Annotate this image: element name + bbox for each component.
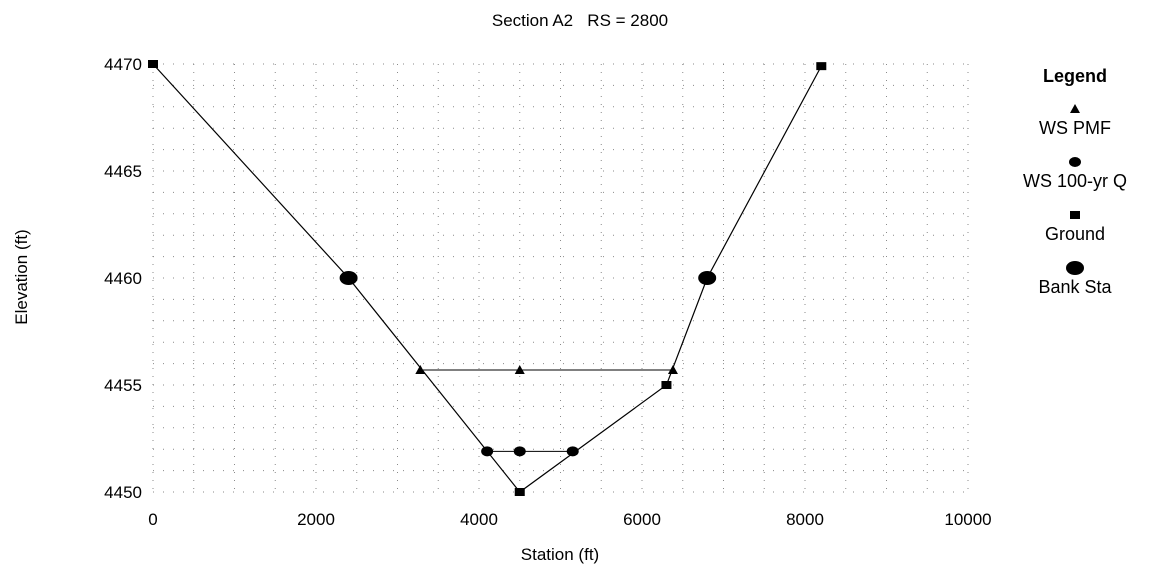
x-axis-ticks: 0 2000 4000 6000 8000 10000 xyxy=(148,510,991,529)
y-tick-label: 4470 xyxy=(104,55,142,74)
point-ws-100-yr-q xyxy=(566,446,579,457)
x-tick-label: 8000 xyxy=(786,510,824,529)
y-tick-label: 4460 xyxy=(104,269,142,288)
chart-title: Section A2 RS = 2800 xyxy=(492,11,668,30)
point-ground xyxy=(816,62,827,71)
legend-marker-bank-sta xyxy=(1066,261,1084,275)
point-ws-pmf xyxy=(514,365,525,375)
point-ws-100-yr-q xyxy=(513,446,526,457)
legend-title: Legend xyxy=(1043,66,1107,86)
legend: Legend WS PMF WS 100-yr Q Ground Bank Sta xyxy=(1023,66,1127,297)
legend-marker-ws-100-yr-q xyxy=(1069,157,1081,167)
legend-marker-ground xyxy=(1070,211,1080,219)
legend-marker-ws-pmf xyxy=(1070,104,1080,113)
data-markers xyxy=(148,60,827,496)
legend-items: WS PMF WS 100-yr Q Ground Bank Sta xyxy=(1023,104,1127,297)
point-ws-100-yr-q xyxy=(481,446,494,457)
point-ground xyxy=(661,381,672,389)
point-bank-sta xyxy=(339,271,358,285)
x-axis-label: Station (ft) xyxy=(521,545,599,564)
legend-label-bank-sta: Bank Sta xyxy=(1038,277,1112,297)
y-tick-label: 4455 xyxy=(104,376,142,395)
y-axis-label: Elevation (ft) xyxy=(12,229,31,324)
y-tick-label: 4465 xyxy=(104,162,142,181)
y-axis-ticks: 4450 4455 4460 4465 4470 xyxy=(104,55,142,502)
legend-label-ground: Ground xyxy=(1045,224,1105,244)
point-ground xyxy=(514,488,525,496)
point-ground xyxy=(148,60,158,68)
x-tick-label: 6000 xyxy=(623,510,661,529)
y-tick-label: 4450 xyxy=(104,483,142,502)
point-bank-sta xyxy=(698,271,717,285)
legend-label-ws-100-yr-q: WS 100-yr Q xyxy=(1023,171,1127,191)
x-tick-label: 10000 xyxy=(944,510,991,529)
x-tick-label: 4000 xyxy=(460,510,498,529)
series-line-ground xyxy=(152,63,822,493)
x-tick-label: 2000 xyxy=(297,510,335,529)
point-ws-pmf xyxy=(667,365,678,375)
x-tick-label: 0 xyxy=(148,510,157,529)
legend-label-ws-pmf: WS PMF xyxy=(1039,118,1111,138)
grid xyxy=(152,63,969,493)
point-ws-pmf xyxy=(415,365,426,375)
